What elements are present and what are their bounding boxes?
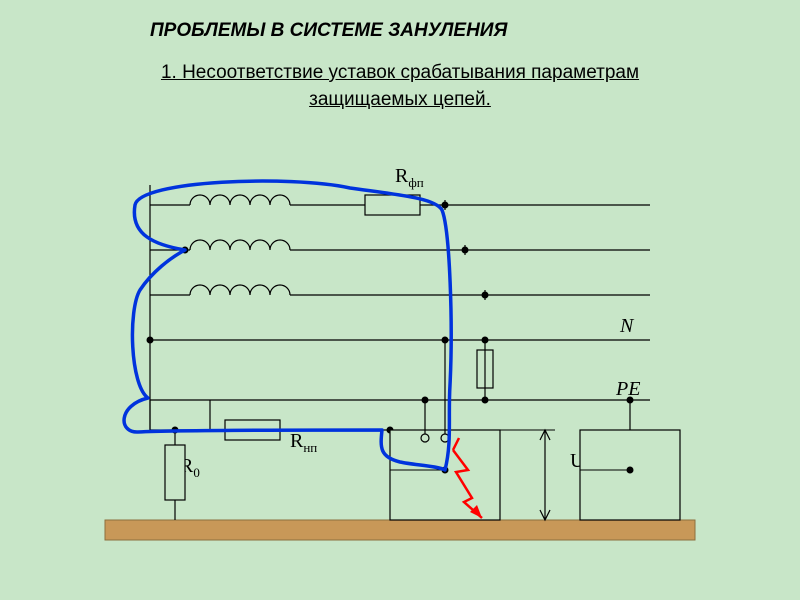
- page-title: ПРОБЛЕМЫ В СИСТЕМЕ ЗАНУЛЕНИЯ: [150, 20, 507, 42]
- coil-B: [190, 240, 290, 250]
- coil-C: [190, 285, 290, 295]
- subtitle-line2: защищаемых цепей.: [309, 89, 491, 110]
- Uh-dimension: [500, 430, 555, 520]
- ground-bar: [105, 520, 695, 540]
- node: [442, 202, 449, 209]
- node: [482, 337, 489, 344]
- node: [482, 292, 489, 299]
- phase-C: [150, 285, 650, 300]
- subtitle: 1. Несоответствие уставок срабатывания п…: [0, 60, 800, 113]
- coil-A: [190, 195, 290, 205]
- phase-A: [150, 195, 650, 215]
- subtitle-line1: 1. Несоответствие уставок срабатывания п…: [161, 62, 639, 83]
- resistor-R0: [165, 445, 185, 500]
- fault-current-path: [124, 181, 451, 470]
- equipment-2: [580, 400, 680, 520]
- node: [147, 337, 154, 344]
- node: [482, 397, 489, 404]
- node: [462, 247, 469, 254]
- circuit-diagram: [90, 150, 730, 590]
- phase-B: [150, 240, 650, 255]
- R0-ground: [165, 427, 185, 521]
